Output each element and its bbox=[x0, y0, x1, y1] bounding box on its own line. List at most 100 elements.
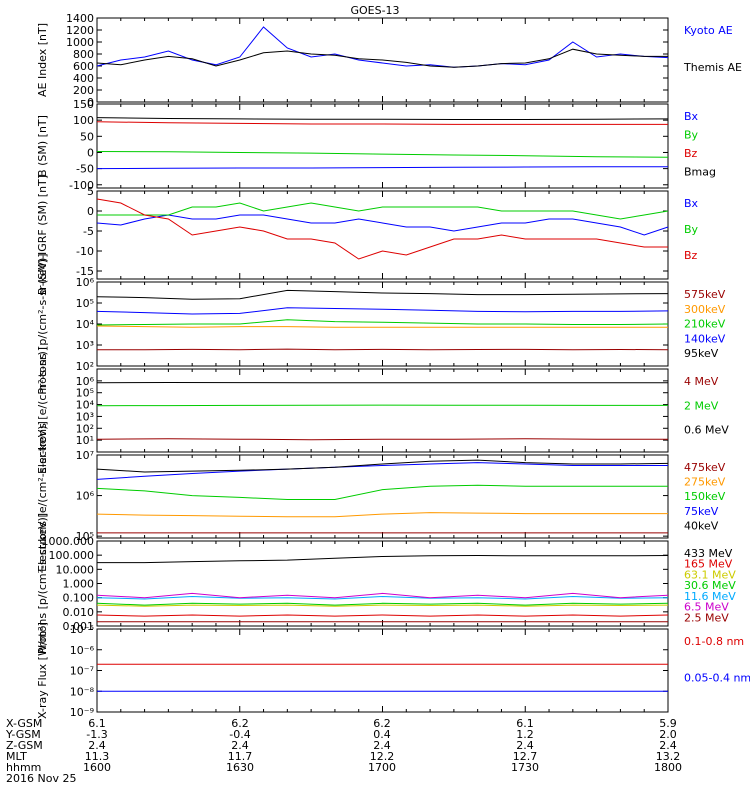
y-tick-label: 10² bbox=[76, 422, 94, 435]
axis-row-value: 1600 bbox=[83, 761, 111, 774]
legend-bmag: Bmag bbox=[684, 166, 716, 179]
axis-row-value: 1700 bbox=[368, 761, 396, 774]
panel-bigrf: -15 -10 -5 0 5 B (SM)-IGRF (SM) [nT] Bx By Bz bbox=[36, 175, 699, 295]
y-tick-label: 10⁻⁶ bbox=[70, 644, 95, 657]
axis-row-label: Z-GSM bbox=[6, 739, 43, 752]
axis-row-value: 12.7 bbox=[513, 750, 538, 763]
y-tick-label: 1000.000 bbox=[42, 535, 95, 548]
legend-40kev: 40keV bbox=[684, 519, 719, 532]
y-tick-label: 1.000 bbox=[63, 578, 95, 591]
y-tick-label: 10⁻⁷ bbox=[70, 665, 94, 678]
series-line-63-1-mev bbox=[96, 604, 669, 607]
y-tick-label: 1000 bbox=[66, 36, 94, 49]
y-tick-label: 10⁶ bbox=[76, 276, 95, 289]
legend-30-6-mev: 30.6 MeV bbox=[684, 579, 736, 592]
legend-165-mev: 165 MeV bbox=[684, 558, 733, 571]
axis-row-label: MLT bbox=[6, 750, 27, 763]
y-tick-label: 10⁻⁵ bbox=[70, 623, 94, 636]
panel-xray: 10⁻⁹ 10⁻⁸ 10⁻⁷ 10⁻⁶ 10⁻⁵ X-ray Flux [W/m²] 0.1… bbox=[36, 622, 750, 719]
axis-row-value: 1630 bbox=[226, 761, 254, 774]
axis-row-value: 1730 bbox=[511, 761, 539, 774]
y-tick-label: -10 bbox=[76, 245, 94, 258]
y-tick-label: 10⁵ bbox=[76, 530, 94, 543]
panel-frame bbox=[96, 540, 669, 627]
legend-themis-ae: Themis AE bbox=[683, 61, 742, 74]
y-tick-label: 10³ bbox=[76, 410, 94, 423]
y-tick-label: -50 bbox=[76, 163, 94, 176]
legend-2-5-mev: 2.5 MeV bbox=[684, 611, 729, 624]
series-line-11-6-mev bbox=[96, 595, 669, 600]
y-tick-label: 10⁵ bbox=[76, 297, 94, 310]
y-tick-label: -5 bbox=[83, 225, 94, 238]
series-line-75kev bbox=[96, 462, 668, 480]
legend-150kev: 150keV bbox=[684, 490, 726, 503]
axis-row-value: 13.2 bbox=[656, 750, 681, 763]
y-axis-label: B (SM)-IGRF (SM) [nT] bbox=[36, 175, 49, 295]
panel-electrons_kev: 10⁵ 10⁶ 10⁷ Electrons [e/(cm²-s-sr-keV)] 475… bbox=[36, 421, 726, 572]
y-tick-label: 800 bbox=[73, 48, 94, 61]
y-tick-label: 10⁻⁸ bbox=[70, 685, 95, 698]
y-tick-label: 10⁷ bbox=[76, 449, 94, 462]
legend-63-1-mev: 63.1 MeV bbox=[684, 568, 736, 581]
series-line-40kev bbox=[96, 459, 669, 473]
y-tick-label: 0.010 bbox=[63, 606, 95, 619]
y-tick-label: 10⁶ bbox=[76, 490, 95, 503]
y-axis-label: AE Index [nT] bbox=[36, 23, 49, 97]
y-tick-label: 400 bbox=[73, 72, 94, 85]
axis-row-value: 6.1 bbox=[516, 717, 534, 730]
y-tick-label: 10¹ bbox=[76, 434, 94, 447]
legend-11-6-mev: 11.6 MeV bbox=[684, 590, 736, 603]
legend-475kev: 475keV bbox=[684, 461, 726, 474]
y-tick-label: 0 bbox=[87, 205, 94, 218]
y-tick-label: 150 bbox=[73, 98, 94, 111]
legend-2-mev: 2 MeV bbox=[684, 399, 719, 412]
legend-bz: Bz bbox=[684, 147, 698, 160]
axis-row-value: 6.1 bbox=[88, 717, 106, 730]
axis-row-value: 2.4 bbox=[231, 739, 249, 752]
y-tick-label: 10⁶ bbox=[76, 375, 95, 388]
panel-frame bbox=[96, 454, 669, 539]
legend-6-5-mev: 6.5 MeV bbox=[684, 601, 729, 614]
series-line-bz bbox=[96, 121, 668, 125]
series-line-kyoto-ae bbox=[96, 26, 669, 68]
axis-row-value: 6.2 bbox=[231, 717, 249, 730]
series-line-433-mev bbox=[97, 554, 669, 564]
legend-95kev: 95keV bbox=[684, 347, 719, 360]
y-tick-label: 10³ bbox=[76, 339, 94, 352]
legend-by: By bbox=[684, 129, 699, 142]
legend-by: By bbox=[684, 223, 699, 236]
y-tick-label: 1200 bbox=[66, 24, 94, 37]
panel-frame bbox=[96, 190, 669, 280]
axis-row-value: 2.4 bbox=[373, 739, 391, 752]
date-label: 2016 Nov 25 bbox=[6, 772, 76, 785]
y-tick-label: 0.100 bbox=[63, 592, 95, 605]
axis-row-value: 2.4 bbox=[516, 739, 534, 752]
series-line-275kev bbox=[96, 512, 668, 518]
y-tick-label: -100 bbox=[69, 179, 94, 192]
axis-row-value: 2.4 bbox=[88, 739, 106, 752]
series-line-by bbox=[97, 202, 669, 220]
y-tick-label: 0 bbox=[87, 96, 94, 109]
y-tick-label: 200 bbox=[73, 84, 94, 97]
series-line-6-5-mev bbox=[96, 592, 669, 599]
series-line-bx bbox=[96, 214, 669, 236]
series-line-themis-ae bbox=[96, 48, 668, 68]
y-axis-label: Protons [p/(cm²-s-sr-keV)] bbox=[36, 253, 49, 394]
series-line-210kev bbox=[96, 319, 669, 326]
panel-bsm: -100 -50 0 50 100 150 B (SM) [nT] Bx By Bz Bmag bbox=[36, 98, 716, 192]
axis-row-label: X-GSM bbox=[6, 717, 42, 730]
series-line-by bbox=[96, 151, 669, 158]
plot-title: GOES-13 bbox=[350, 4, 399, 17]
panel-protons_kev: 10² 10³ 10⁴ 10⁵ 10⁶ Protons [p/(cm²-s-sr-keV)… bbox=[36, 253, 726, 394]
y-axis-label: Electrons [e/(cm²-s-sr-keV)] bbox=[36, 421, 49, 572]
legend-433-mev: 433 MeV bbox=[684, 547, 733, 560]
panel-frame bbox=[96, 103, 669, 189]
axis-row-value: 11.3 bbox=[85, 750, 110, 763]
legend-bz: Bz bbox=[684, 249, 698, 262]
axis-row-value: 12.2 bbox=[370, 750, 395, 763]
